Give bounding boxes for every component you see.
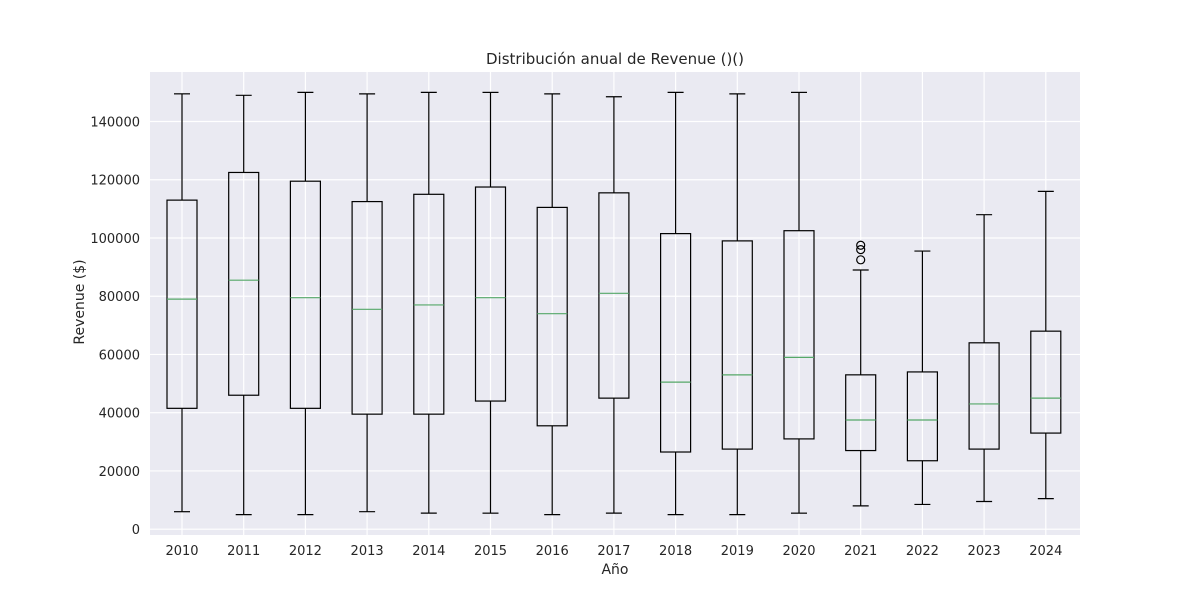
x-axis-ticks: 2010 2011 2012 2013 2014 2015 2016 2017 2018 2019… [165, 544, 1062, 559]
box-2013 [351, 93, 383, 513]
x-tick-label: 2021 [844, 544, 877, 559]
x-tick-label: 2011 [227, 544, 260, 559]
iqr-box [598, 192, 630, 399]
box-series [166, 91, 1062, 516]
x-tick-label: 2020 [782, 544, 815, 559]
box-2012 [289, 91, 321, 516]
box-2018 [659, 91, 692, 516]
x-tick-label: 2022 [906, 544, 939, 559]
iqr-box [721, 240, 753, 450]
iqr-box [968, 342, 1000, 450]
x-tick-label: 2012 [289, 544, 322, 559]
x-tick-label: 2017 [597, 544, 630, 559]
y-tick-label: 100000 [90, 232, 140, 247]
y-axis-label: Revenue ($) [72, 259, 88, 344]
outlier-point [856, 255, 866, 265]
box-2022 [906, 250, 939, 506]
x-tick-label: 2024 [1029, 544, 1062, 559]
box-2020 [783, 91, 815, 514]
plot-background [150, 72, 1080, 535]
iqr-box [906, 371, 939, 462]
box-2024 [1030, 190, 1062, 500]
iqr-box [351, 200, 383, 415]
x-tick-label: 2013 [351, 544, 384, 559]
iqr-box [289, 180, 321, 409]
x-tick-label: 2019 [721, 544, 754, 559]
iqr-box [474, 186, 507, 402]
iqr-box [1030, 330, 1062, 434]
box-2019 [721, 93, 753, 516]
box-2021 [845, 240, 877, 507]
iqr-box [228, 171, 260, 396]
x-tick-label: 2023 [968, 544, 1001, 559]
y-tick-label: 0 [132, 523, 140, 538]
iqr-box [845, 374, 877, 452]
iqr-box [536, 206, 568, 427]
y-tick-label: 60000 [99, 348, 140, 363]
x-tick-label: 2018 [659, 544, 692, 559]
y-tick-label: 140000 [90, 116, 140, 131]
iqr-box [413, 193, 445, 415]
box-2011 [228, 94, 260, 516]
x-tick-label: 2015 [474, 544, 507, 559]
iqr-box [659, 233, 692, 453]
box-2014 [413, 91, 445, 514]
y-tick-label: 20000 [99, 465, 140, 480]
x-tick-label: 2010 [165, 544, 198, 559]
iqr-box [783, 230, 815, 440]
outlier-point [856, 240, 866, 250]
chart-title: Distribución anual de Revenue ()() [486, 50, 744, 68]
box-2016 [536, 93, 568, 516]
outlier-point [856, 245, 866, 255]
x-tick-label: 2016 [536, 544, 569, 559]
y-tick-label: 80000 [99, 290, 140, 305]
x-axis-label: Año [601, 562, 628, 578]
x-tick-label: 2014 [412, 544, 445, 559]
box-2015 [474, 91, 507, 514]
box-2010 [166, 93, 198, 513]
y-tick-label: 40000 [99, 407, 140, 422]
iqr-box [166, 199, 198, 409]
box-2023 [968, 214, 1000, 503]
y-axis-ticks: 0 20000 40000 60000 80000 100000 120000 140000 [90, 116, 140, 539]
box-2017 [598, 96, 630, 514]
y-tick-label: 120000 [90, 174, 140, 189]
